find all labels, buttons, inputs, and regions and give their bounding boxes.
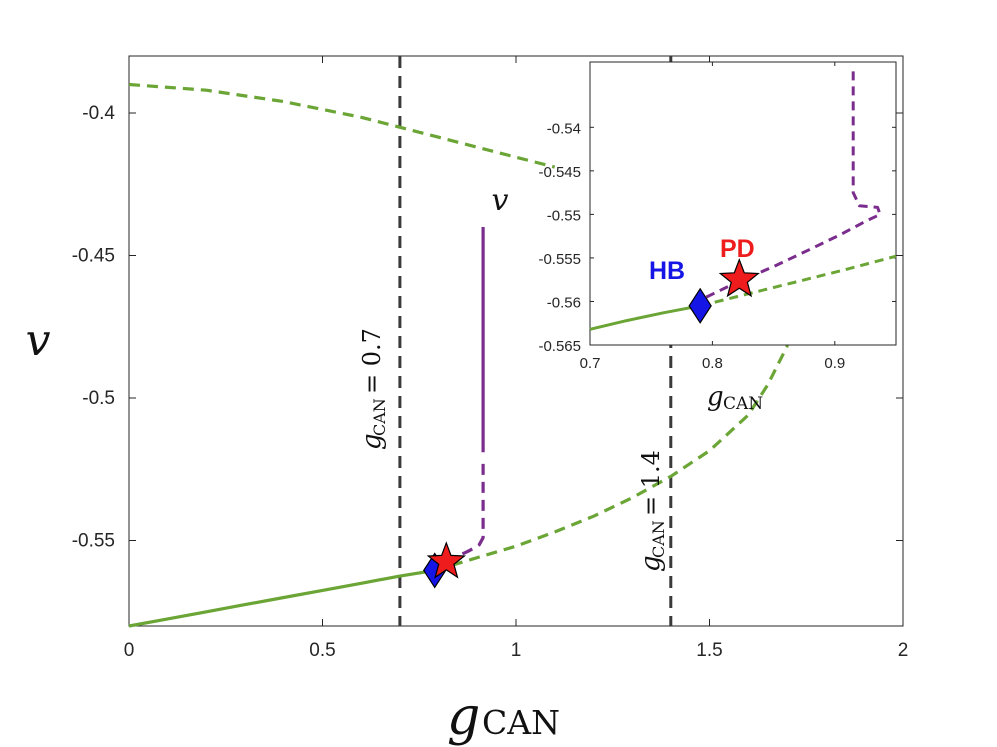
svg-text:CAN: CAN xyxy=(723,394,763,414)
inset-x-tick-label: 0.8 xyxy=(702,355,723,372)
main-series-line xyxy=(128,82,556,169)
svg-text:CAN: CAN xyxy=(482,703,560,742)
svg-text:CAN: CAN xyxy=(370,398,389,436)
main-x-tick-label: 1.5 xyxy=(696,640,722,661)
ref-label-07: g CAN = 0.7 xyxy=(357,328,389,450)
main-x-tick-label: 2 xyxy=(898,640,909,661)
inset-plot: 0.7 0.8 0.9 -0.54 -0.545 -0.55 -0.555 -0.56 -0.5… xyxy=(492,61,897,414)
main-x-tick-label: 1 xyxy=(511,640,522,661)
svg-text:= 0.7: = 0.7 xyxy=(358,328,386,394)
inset-x-tick-label: 0.7 xyxy=(580,355,601,372)
main-x-tick-label: 0.5 xyxy=(309,640,335,661)
svg-text:g: g xyxy=(707,382,724,412)
inset-y-tick-label: -0.55 xyxy=(547,207,581,224)
inset-markers xyxy=(688,258,760,324)
svg-text:g: g xyxy=(636,555,666,572)
inset-ticks: 0.7 0.8 0.9 -0.54 -0.545 -0.55 -0.555 -0.56 -0.5… xyxy=(538,62,896,372)
inset-y-tick-label: -0.555 xyxy=(538,251,581,268)
main-markers xyxy=(423,541,467,589)
inset-series-line xyxy=(705,66,882,299)
main-y-tick-label: -0.5 xyxy=(82,388,115,409)
inset-pd-label: PD xyxy=(720,235,755,263)
main-ticks: 0 0.5 1 1.5 2 -0.4 -0.45 -0.5 -0.55 xyxy=(72,56,909,661)
inset-y-tick-label: -0.565 xyxy=(538,338,581,355)
main-y-tick-label: -0.45 xyxy=(72,246,115,267)
svg-text:CAN: CAN xyxy=(649,520,668,558)
inset-series-line xyxy=(589,304,701,331)
inset-hb-label: HB xyxy=(649,257,685,285)
inset-y-tick-label: -0.56 xyxy=(547,294,581,311)
inset-y-axis-label: v xyxy=(492,183,509,218)
inset-hb-diamond-marker xyxy=(688,287,712,324)
inset-y-tick-label: -0.54 xyxy=(547,120,581,137)
inset-series xyxy=(589,66,897,331)
svg-text:= 1.4: = 1.4 xyxy=(637,450,665,516)
main-y-tick-label: -0.55 xyxy=(72,531,115,552)
svg-text:g: g xyxy=(447,687,480,747)
ref-label-14: g CAN = 1.4 xyxy=(636,450,668,572)
y-axis-label: v xyxy=(26,315,51,366)
inset-x-axis-label: g CAN xyxy=(707,382,763,414)
inset-plot-frame xyxy=(589,61,897,346)
main-series xyxy=(128,82,797,628)
main-pd-star-marker xyxy=(426,541,467,579)
svg-text:g: g xyxy=(357,433,387,450)
inset-pd-star-marker xyxy=(718,258,760,298)
main-y-tick-label: -0.4 xyxy=(82,103,115,124)
main-series-line xyxy=(445,457,485,564)
main-series-line xyxy=(434,303,797,572)
inset-y-tick-label: -0.545 xyxy=(538,164,581,181)
main-series-line xyxy=(128,568,435,628)
inset-series-line xyxy=(699,254,897,308)
x-axis-label: g CAN xyxy=(447,687,560,747)
main-x-tick-label: 0 xyxy=(124,640,135,661)
inset-x-tick-label: 0.9 xyxy=(824,355,845,372)
